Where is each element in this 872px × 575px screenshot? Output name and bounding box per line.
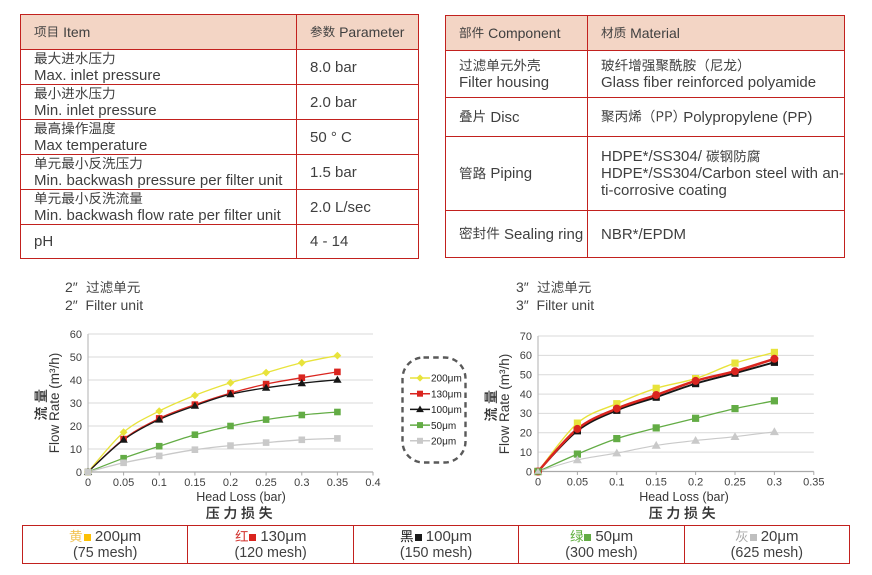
svg-text:0: 0 — [76, 467, 82, 479]
svg-text:10: 10 — [70, 444, 82, 456]
svg-text:0.05: 0.05 — [567, 477, 588, 489]
svg-text:0: 0 — [535, 477, 541, 489]
svg-text:0: 0 — [526, 466, 532, 478]
svg-text:100μm: 100μm — [431, 405, 462, 416]
svg-text:50: 50 — [70, 352, 82, 364]
svg-text:40: 40 — [70, 375, 82, 387]
svg-text:0: 0 — [85, 477, 91, 489]
svg-text:0.1: 0.1 — [609, 477, 624, 489]
svg-text:30: 30 — [70, 398, 82, 410]
svg-text:Flow Rate (m³/h): Flow Rate (m³/h) — [47, 353, 62, 454]
svg-text:70: 70 — [520, 331, 532, 343]
svg-text:0.2: 0.2 — [688, 477, 703, 489]
svg-text:0.15: 0.15 — [184, 477, 205, 489]
svg-text:130μm: 130μm — [431, 389, 462, 400]
svg-text:0.05: 0.05 — [113, 477, 134, 489]
svg-text:0.35: 0.35 — [803, 477, 824, 489]
svg-text:Head Loss (bar): Head Loss (bar) — [639, 490, 729, 504]
svg-text:0.2: 0.2 — [223, 477, 238, 489]
svg-text:20μm: 20μm — [431, 437, 456, 448]
svg-text:0.3: 0.3 — [294, 477, 309, 489]
svg-text:0.1: 0.1 — [152, 477, 167, 489]
svg-text:200μm: 200μm — [431, 374, 462, 385]
svg-text:40: 40 — [520, 389, 532, 401]
svg-text:20: 20 — [520, 428, 532, 440]
svg-text:50: 50 — [520, 370, 532, 382]
svg-text:Head Loss (bar): Head Loss (bar) — [196, 490, 286, 504]
svg-text:60: 60 — [520, 350, 532, 362]
svg-text:0.4: 0.4 — [365, 477, 380, 489]
svg-text:Flow Rate (m³/h): Flow Rate (m³/h) — [497, 354, 512, 455]
svg-text:50μm: 50μm — [431, 421, 456, 432]
svg-text:0.25: 0.25 — [255, 477, 276, 489]
svg-text:30: 30 — [520, 408, 532, 420]
svg-text:0.35: 0.35 — [327, 477, 348, 489]
svg-text:0.15: 0.15 — [645, 477, 666, 489]
svg-text:10: 10 — [520, 447, 532, 459]
svg-text:0.3: 0.3 — [767, 477, 782, 489]
svg-text:60: 60 — [70, 329, 82, 341]
svg-text:20: 20 — [70, 421, 82, 433]
svg-text:0.25: 0.25 — [724, 477, 745, 489]
